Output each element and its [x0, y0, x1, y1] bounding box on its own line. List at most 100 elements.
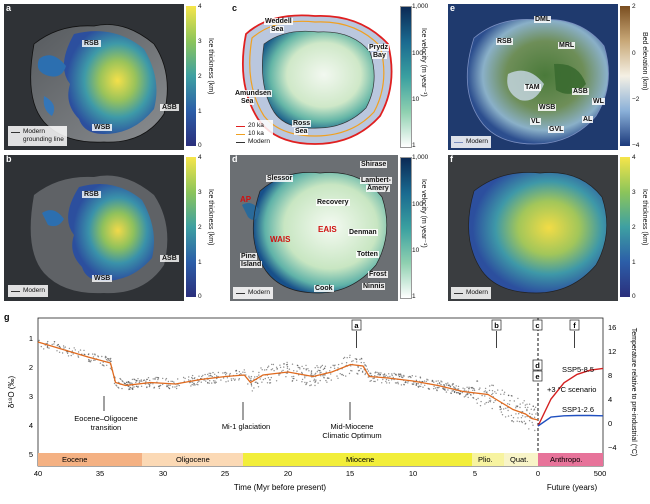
d18o-point — [207, 373, 209, 376]
d18o-point — [135, 385, 138, 387]
d18o-point — [357, 373, 359, 375]
legend-item: Modern — [466, 289, 489, 296]
d18o-point — [494, 391, 496, 393]
legend-b: Modern — [8, 285, 49, 297]
future-series-ssp1-2-6 — [537, 414, 604, 427]
d18o-point — [326, 381, 328, 383]
antarctica-velocity-d — [242, 172, 388, 294]
d18o-point — [417, 386, 420, 388]
d18o-point — [94, 359, 96, 361]
label-recovery: Recovery — [316, 199, 350, 206]
d18o-point — [212, 371, 214, 374]
d18o-point — [440, 383, 442, 386]
d18o-point — [177, 384, 179, 386]
d18o-point — [201, 375, 203, 378]
label-totten: Totten — [356, 251, 379, 258]
colorbar-title: Ice thickness (km) — [207, 189, 214, 246]
d18o-point — [167, 380, 170, 383]
d18o-point — [520, 420, 523, 423]
panel-letter: g — [4, 312, 10, 322]
d18o-point — [140, 379, 142, 381]
d18o-point — [383, 374, 386, 376]
d18o-point — [531, 413, 533, 415]
d18o-point — [260, 367, 262, 369]
d18o-point — [378, 372, 380, 375]
colorbar-b — [186, 157, 196, 297]
d18o-point — [178, 384, 180, 387]
d18o-point — [94, 353, 96, 355]
label-weddell: Weddell — [264, 18, 293, 25]
d18o-point — [349, 354, 351, 356]
d18o-point — [215, 381, 217, 383]
legend-c: 20 ka 10 ka Modern — [233, 120, 274, 148]
d18o-point — [374, 375, 376, 377]
d18o-point — [518, 413, 520, 415]
d18o-point — [250, 379, 252, 381]
d18o-point — [369, 380, 371, 382]
d18o-point — [446, 384, 448, 386]
d18o-point — [306, 381, 308, 384]
marker-box-d — [532, 359, 543, 371]
d18o-point — [512, 421, 515, 423]
d18o-point — [507, 403, 509, 405]
d18o-point — [194, 384, 196, 386]
d18o-point — [250, 385, 253, 387]
d18o-point — [360, 357, 363, 360]
d18o-point — [483, 391, 485, 393]
d18o-point — [147, 377, 150, 379]
d18o-point — [488, 400, 491, 402]
d18o-point — [351, 370, 353, 372]
epoch-label: Eocene — [62, 455, 87, 464]
label-wsb: WSB — [538, 104, 557, 111]
d18o-point — [165, 379, 167, 381]
d18o-point — [317, 382, 319, 384]
d18o-point — [508, 403, 511, 406]
d18o-point — [286, 367, 289, 369]
colorbar-tick: 1 — [198, 259, 202, 266]
d18o-point — [492, 392, 494, 395]
d18o-point — [110, 360, 112, 362]
d18o-point — [516, 420, 518, 422]
annotation-label: Mid-Miocene — [331, 422, 374, 431]
d18o-point — [350, 369, 352, 372]
d18o-point — [526, 409, 528, 412]
d18o-point — [332, 364, 334, 366]
d18o-point — [250, 383, 253, 385]
d18o-point — [453, 387, 455, 389]
colorbar-tick: 100 — [412, 50, 423, 57]
d18o-point — [382, 378, 384, 381]
d18o-point — [291, 363, 294, 365]
d18o-point — [137, 386, 139, 389]
d18o-point — [533, 409, 535, 411]
d18o-point — [393, 372, 395, 375]
d18o-point — [293, 370, 295, 372]
label-asb: ASB — [160, 255, 179, 262]
d18o-point — [475, 398, 478, 401]
d18o-point — [473, 389, 476, 392]
label-rsb: RSB — [82, 191, 101, 198]
colorbar-tick: 3 — [198, 38, 202, 45]
scenario-label-ssp585: SSP5-8.5 — [562, 365, 594, 374]
d18o-point — [415, 375, 417, 377]
d18o-point — [528, 420, 531, 422]
d18o-point — [155, 376, 157, 379]
d18o-point — [464, 388, 466, 390]
d18o-point — [415, 383, 418, 385]
d18o-point — [452, 389, 454, 392]
y-tick: 1 — [29, 334, 33, 343]
d18o-point — [242, 371, 244, 373]
colorbar-tick: 0 — [632, 50, 636, 57]
colorbar-title: Bed elevation (km) — [641, 32, 648, 91]
colorbar-tick: 1 — [198, 108, 202, 115]
d18o-point — [434, 387, 437, 389]
d18o-point — [339, 373, 341, 375]
label-slessor: Slessor — [266, 175, 294, 182]
d18o-point — [120, 378, 122, 381]
d18o-point — [517, 397, 519, 400]
colorbar-tick: 0 — [198, 293, 202, 300]
d18o-point — [330, 379, 332, 381]
d18o-point — [168, 387, 170, 389]
d18o-point — [449, 386, 452, 388]
d18o-point — [93, 359, 95, 361]
d18o-point — [491, 393, 493, 396]
